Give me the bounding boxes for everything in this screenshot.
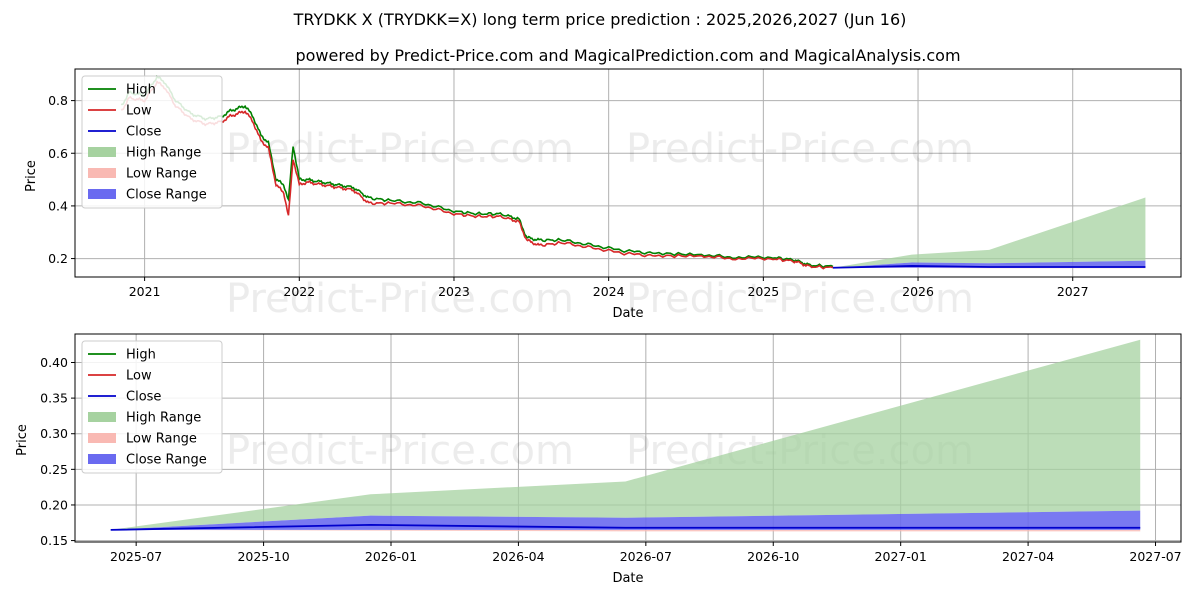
bottom-x-tick-label: 2025-07 — [110, 549, 162, 564]
top-axes-frame — [74, 68, 1182, 278]
top-legend-box — [81, 75, 223, 209]
top-y-tick-label: 0.8 — [48, 93, 68, 108]
bottom-legend-swatch-low_range — [88, 433, 116, 443]
bottom-low-range-area — [110, 529, 1141, 532]
top-x-tick-label: 2022 — [283, 284, 315, 299]
bottom-axes-frame — [74, 333, 1182, 543]
top-legend-swatch-high_range — [88, 147, 116, 157]
chart-title: TRYDKK X (TRYDKK=X) long term price pred… — [293, 10, 907, 29]
bottom-y-tick-label: 0.25 — [40, 462, 68, 477]
top-watermarks: Predict-Price.com Predict-Price.com Predic… — [226, 126, 974, 322]
top-legend-label-close: Close — [126, 125, 161, 140]
top-legend-label-high: High — [126, 83, 156, 98]
top-low-history-line — [120, 80, 834, 270]
top-legend-label-close_range: Close Range — [126, 188, 207, 203]
top-legend-label-high_range: High Range — [126, 146, 201, 161]
top-y-tick-label: 0.6 — [48, 146, 68, 161]
top-x-tick-label: 2024 — [593, 284, 625, 299]
top-legend-swatch-close_range — [88, 189, 116, 199]
top-legend-swatch-low_range — [88, 168, 116, 178]
bottom-x-tick-label: 2027-01 — [875, 549, 927, 564]
bottom-y-tick-label: 0.35 — [40, 391, 68, 406]
bottom-series — [110, 339, 1141, 532]
bottom-legend-box — [81, 340, 223, 474]
bottom-y-tick-label: 0.40 — [40, 355, 68, 370]
bottom-y-tick-label: 0.20 — [40, 497, 68, 512]
top-watermark: Predict-Price.com — [626, 276, 974, 322]
bottom-legend-label-high: High — [126, 348, 156, 363]
top-x-tick-label: 2021 — [129, 284, 161, 299]
bottom-x-tick-label: 2026-10 — [747, 549, 799, 564]
bottom-x-tick-label: 2026-04 — [492, 549, 544, 564]
top-x-tick-label: 2027 — [1057, 284, 1089, 299]
top-x-tick-label: 2026 — [902, 284, 934, 299]
top-watermark: Predict-Price.com — [226, 276, 574, 322]
bottom-ticks: 2025-07 2025-10 2026-01 2026-04 2026-07 2026-… — [40, 355, 1181, 564]
bottom-legend-swatch-high_range — [88, 412, 116, 422]
bottom-legend-label-high_range: High Range — [126, 411, 201, 426]
chart-subtitle: powered by Predict-Price.com and Magical… — [295, 46, 960, 65]
bottom-x-tick-label: 2025-10 — [237, 549, 289, 564]
bottom-y-tick-label: 0.15 — [40, 533, 68, 548]
top-close-forecast-line — [832, 265, 1146, 269]
top-x-tick-label: 2023 — [438, 284, 470, 299]
bottom-x-axis-label: Date — [612, 571, 643, 586]
top-legend: High Low Close High Range Low Range Close Ran… — [81, 75, 223, 209]
top-grid — [75, 69, 1181, 277]
bottom-legend-label-low_range: Low Range — [126, 432, 197, 447]
top-high-range-area — [832, 197, 1146, 268]
bottom-x-tick-label: 2027-04 — [1002, 549, 1054, 564]
bottom-legend-label-close_range: Close Range — [126, 453, 207, 468]
top-y-tick-label: 0.2 — [48, 251, 68, 266]
top-watermark: Predict-Price.com — [626, 126, 974, 172]
bottom-legend-label-close: Close — [126, 390, 161, 405]
top-x-tick-label: 2025 — [747, 284, 779, 299]
top-y-axis-label: Price — [24, 160, 39, 192]
bottom-watermark: Predict-Price.com — [226, 428, 574, 474]
bottom-x-tick-label: 2027-07 — [1129, 549, 1181, 564]
top-panel: Predict-Price.com Predict-Price.com Predic… — [24, 68, 1182, 322]
bottom-x-tick-label: 2026-07 — [620, 549, 672, 564]
bottom-legend-swatch-close_range — [88, 454, 116, 464]
top-x-axis-label: Date — [612, 306, 643, 321]
bottom-legend: High Low Close High Range Low Range Close Ran… — [81, 340, 223, 474]
bottom-y-axis-label: Price — [15, 424, 30, 456]
bottom-close-forecast-line — [110, 524, 1141, 531]
top-y-tick-label: 0.4 — [48, 198, 68, 213]
top-legend-label-low_range: Low Range — [126, 167, 197, 182]
bottom-legend-label-low: Low — [126, 369, 152, 384]
top-low-range-area — [832, 267, 1146, 269]
top-legend-label-low: Low — [126, 104, 152, 119]
bottom-x-tick-label: 2026-01 — [365, 549, 417, 564]
bottom-y-tick-label: 0.30 — [40, 426, 68, 441]
top-series — [120, 74, 1146, 270]
bottom-high-range-area — [110, 339, 1141, 530]
top-watermark: Predict-Price.com — [226, 126, 574, 172]
top-ticks: 2021 2022 2023 2024 2025 2026 2027 0.2 0.4 0.6 0.8 — [48, 93, 1089, 299]
